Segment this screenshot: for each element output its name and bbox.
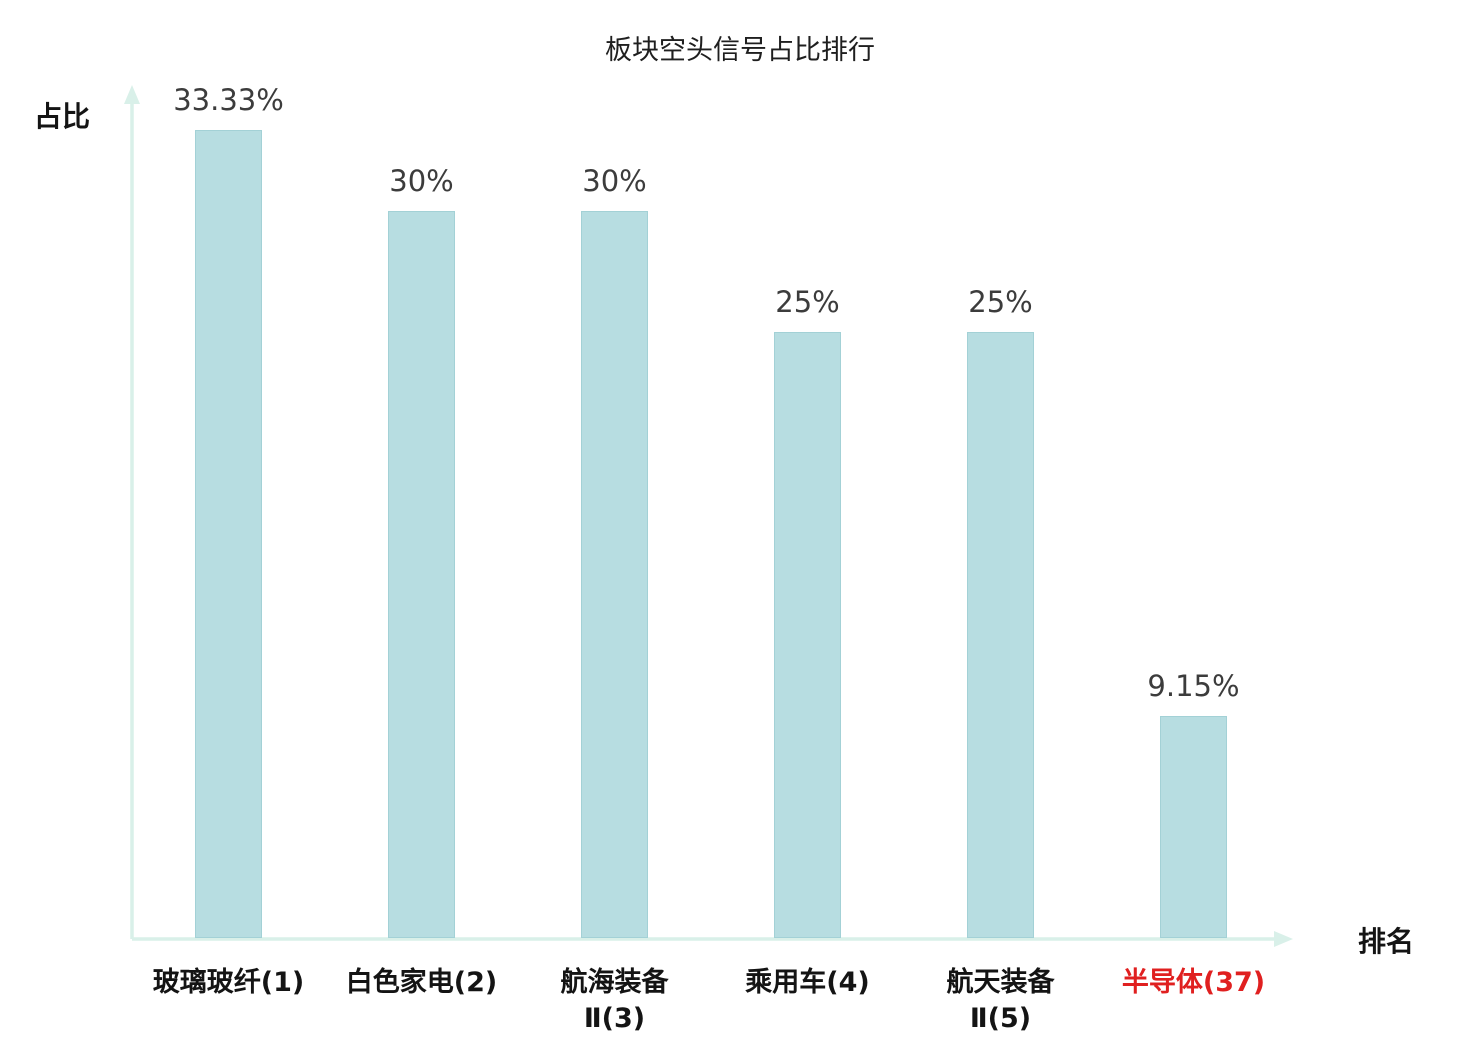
category-label: 乘用车(4) [745,967,870,998]
y-axis-label: 占比 [34,100,91,133]
category-label: 白色家电(2) [345,967,498,998]
bar [388,210,455,938]
bar-value-label: 33.33% [173,83,284,117]
bar [774,331,841,938]
bar-value-label: 25% [968,284,1033,319]
bar [1160,716,1227,938]
bar [581,210,648,938]
bar [967,331,1034,938]
bar [195,130,262,938]
bar-value-label: 9.15% [1147,669,1240,704]
category-label: 航天装备 Ⅱ(5) [946,967,1055,1035]
chart-title: 板块空头信号占比排行 [605,35,875,66]
category-label: 玻璃玻纤(1) [152,967,305,998]
x-axis-arrow-icon [1274,931,1293,947]
bar-value-label: 30% [389,163,454,198]
x-axis-label: 排名 [1358,925,1415,958]
bar-value-label: 25% [775,284,840,319]
category-label: 半导体(37) [1121,967,1266,998]
bar-value-label: 30% [582,163,647,198]
y-axis-arrow-icon [124,85,140,104]
category-label: 航海装备 Ⅱ(3) [560,967,669,1035]
